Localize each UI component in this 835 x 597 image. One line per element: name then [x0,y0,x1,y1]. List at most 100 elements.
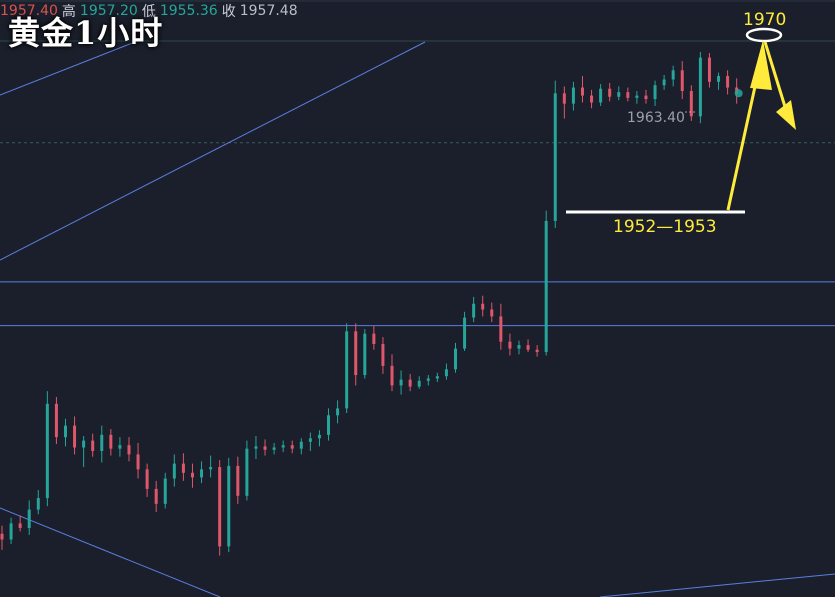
candle-body [390,365,394,386]
candle-body [281,445,285,448]
candle-body [9,523,13,540]
candle-body [73,425,77,448]
candle-body [127,445,131,455]
candle-body [698,57,702,117]
candle-body [490,309,494,317]
channel-line-middle[interactable] [0,41,426,261]
candle-body [181,463,185,473]
candle-body [317,434,321,439]
candle-body [499,316,503,342]
candle-body [36,498,40,510]
candle-body [726,76,730,88]
candle-body [653,85,657,100]
candle-body [571,87,575,104]
high-value: 1957.20 [79,3,138,19]
high-price-label: 1963.40 [627,110,685,126]
candle-body [118,445,122,449]
candle-body [517,345,521,349]
candle-body [272,447,276,450]
candle-body [399,379,403,386]
close-label: 收 [221,4,236,20]
candle-body [154,488,158,504]
candle-body [707,57,711,82]
low-label: 低 [141,4,156,20]
candle-body [136,454,140,470]
candle-body [662,79,666,86]
candle-body [218,467,222,547]
ohlc-readout: 1957.40 高 1957.20 低 1955.36 收 1957.48 [0,0,298,22]
candle-body [408,379,412,387]
candle-body [444,369,448,377]
candle-body [535,349,539,353]
candle-body [553,93,557,221]
candle-body [63,425,67,438]
candle-body [435,376,439,379]
candle-body [299,441,303,449]
support-range-label: 1952—1953 [613,217,717,237]
candle-body [381,344,385,366]
low-value: 1955.36 [159,3,218,19]
candle-body [0,533,4,540]
channel-line-lower[interactable] [0,507,221,597]
candle-body [617,92,621,97]
candle-body [599,88,603,103]
candle-body [689,91,693,117]
close-value: 1957.48 [239,3,298,19]
channel-line-bottom-right[interactable] [599,573,835,597]
candle-body [254,446,258,449]
candle-body [290,445,294,449]
candle-body [562,93,566,104]
candle-body [608,88,612,97]
candle-body [209,467,213,470]
candle-body [327,415,331,435]
candle-body [472,303,476,318]
open-value: 1957.40 [0,3,58,19]
arrow-down-line [763,41,788,111]
candle-body [18,523,22,528]
candle-body [372,333,376,344]
high-label: 高 [61,4,76,20]
candle-body [245,448,249,496]
arrow-down-head [776,100,796,130]
candle-body [172,463,176,479]
candle-body [544,220,548,353]
candle-body [227,465,231,547]
candle-body [635,95,639,98]
candle-body [463,317,467,349]
candle-body [109,434,113,449]
chart-title: 黄金1小时 [8,14,164,52]
candle-body [345,331,349,409]
candle-body [354,331,358,376]
candle-body [200,469,204,478]
candle-body [590,95,594,103]
channel-line-upper[interactable] [0,39,141,96]
candle-body [336,408,340,416]
candle-body [145,469,149,489]
candle-body [508,341,512,349]
candle-body [236,465,240,496]
candle-body [100,434,104,451]
last-price-dot [734,89,743,98]
candle-body [363,333,367,376]
arrow-up-head [750,40,772,90]
candle-body [27,509,31,528]
candle-body [163,478,167,504]
candle-body [54,403,58,438]
candle-body [580,87,584,96]
target-label: 1970 [743,10,786,30]
candle-body [671,70,675,80]
candle-body [626,92,630,98]
candle-body [644,95,648,100]
candle-body [481,303,485,310]
candle-body [426,378,430,381]
candle-body [526,345,530,350]
candle-body [417,380,421,387]
candle-body [45,403,49,499]
target-ellipse [745,27,783,43]
candle-body [454,348,457,370]
candle-body [263,446,267,450]
candle-body [717,76,721,82]
candle-body [82,440,86,448]
